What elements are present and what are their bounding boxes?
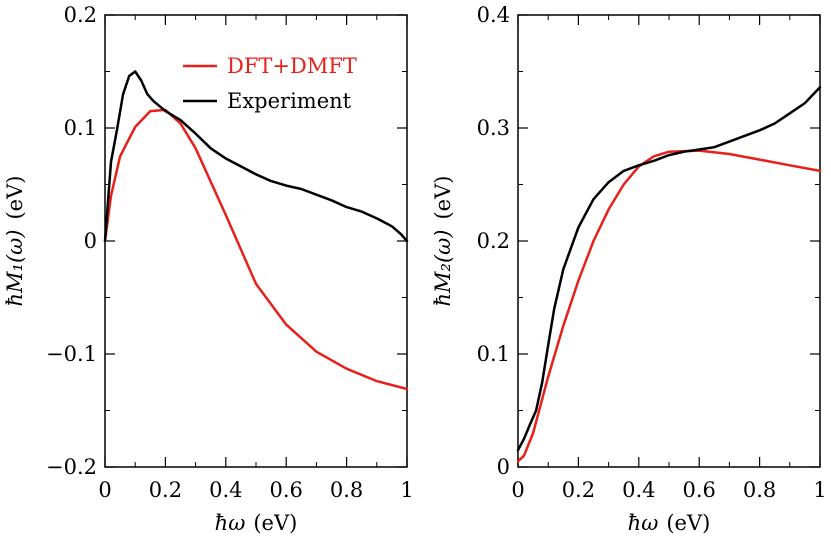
left-x-tick-label: 0 (98, 478, 111, 502)
left-x-tick-label: 0.2 (149, 478, 182, 502)
left-x-tick-label: 0.4 (209, 478, 242, 502)
right-y-tick-label: 0 (497, 455, 510, 479)
left-x-axis-label: ħω (eV) (215, 511, 298, 535)
left-y-tick-label: 0.1 (64, 116, 97, 140)
left-y-tick-label: −0.1 (46, 342, 97, 366)
right-panel: 0 0.2 0.4 0.6 0.8 1 0 0.1 0.2 0.3 0.4 ħM₂(ω)(eV) ħ… (431, 3, 827, 535)
left-panel: 0 0.2 0.4 0.6 0.8 1 −0.2 −0.1 0 0.1 0.2 ħM₁(ω)(eV)… (3, 3, 414, 535)
right-y-tick-label: 0.2 (477, 229, 510, 253)
right-series-dft-dmft (516, 149, 822, 463)
left-ticks: 0 0.2 0.4 0.6 0.8 1 −0.2 −0.1 0 0.1 0.2 (46, 3, 414, 502)
right-y-tick-label: 0.4 (477, 3, 510, 27)
legend: DFT+DMFT Experiment (183, 54, 357, 113)
right-x-tick-label: 0.2 (562, 478, 595, 502)
right-y-tick-label: 0.1 (477, 342, 510, 366)
right-x-tick-label: 0.6 (682, 478, 715, 502)
right-plot-frame (517, 14, 821, 468)
left-y-tick-label: −0.2 (46, 455, 97, 479)
right-x-tick-label: 1 (813, 478, 826, 502)
left-x-tick-label: 1 (400, 478, 413, 502)
left-y-tick-label: 0.2 (64, 3, 97, 27)
right-series (516, 86, 822, 463)
legend-label-experiment: Experiment (227, 89, 352, 113)
left-y-axis-label: ħM₁(ω)(eV) (3, 176, 27, 307)
left-plot-frame (104, 14, 408, 468)
left-x-tick-label: 0.6 (269, 478, 302, 502)
left-series (103, 70, 409, 391)
left-x-tick-label: 0.8 (330, 478, 363, 502)
right-x-axis-label: ħω (eV) (628, 511, 711, 535)
legend-label-dft-dmft: DFT+DMFT (227, 54, 357, 78)
right-x-tick-label: 0.4 (622, 478, 655, 502)
left-y-tick-label: 0 (84, 229, 97, 253)
right-y-axis-label: ħM₂(ω)(eV) (431, 176, 455, 307)
right-x-tick-label: 0.8 (743, 478, 776, 502)
right-y-tick-label: 0.3 (477, 116, 510, 140)
right-x-tick-label: 0 (511, 478, 524, 502)
left-series-experiment (103, 70, 409, 243)
left-series-dft-dmft (103, 108, 409, 391)
right-series-experiment (516, 86, 822, 452)
right-ticks: 0 0.2 0.4 0.6 0.8 1 0 0.1 0.2 0.3 0.4 (477, 3, 827, 502)
